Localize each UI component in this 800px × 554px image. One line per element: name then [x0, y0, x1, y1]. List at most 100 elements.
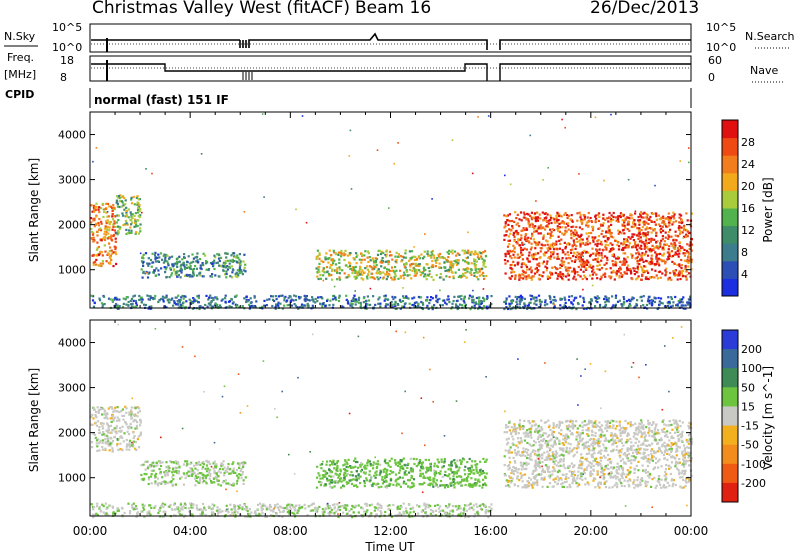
data-cell	[684, 267, 687, 270]
data-cell	[124, 219, 128, 222]
data-cell	[111, 209, 114, 213]
data-cell	[585, 250, 588, 253]
data-cell	[547, 419, 550, 422]
data-cell	[586, 237, 589, 240]
data-cell	[670, 217, 673, 220]
data-cell	[92, 417, 95, 420]
data-cell	[353, 484, 356, 487]
data-cell	[503, 464, 506, 467]
data-cell	[199, 305, 202, 308]
data-cell	[238, 265, 242, 268]
data-cell	[331, 260, 334, 263]
data-cell	[450, 250, 453, 254]
data-cell	[427, 266, 430, 270]
data-cell	[105, 429, 108, 432]
data-cell	[118, 418, 121, 421]
data-cell	[385, 486, 388, 489]
data-cell	[482, 305, 486, 308]
data-cell	[195, 260, 198, 263]
data-cell	[599, 223, 603, 226]
data-cell	[622, 248, 625, 252]
data-cell	[473, 258, 476, 261]
data-cell	[321, 305, 324, 308]
data-cell	[687, 259, 690, 262]
data-cell	[683, 259, 686, 262]
data-cell	[332, 303, 335, 306]
data-cell	[453, 459, 456, 462]
data-cell	[457, 268, 460, 271]
data-cell	[394, 296, 397, 299]
data-cell	[675, 444, 678, 447]
data-cell	[146, 465, 150, 468]
data-cell	[111, 215, 114, 218]
data-cell	[555, 215, 558, 218]
data-cell	[239, 469, 242, 472]
data-cell	[455, 260, 458, 263]
data-cell	[331, 486, 334, 489]
data-cell	[636, 433, 639, 436]
data-cell	[215, 297, 218, 300]
data-cell	[556, 267, 559, 271]
data-cell	[532, 296, 535, 299]
noise-cell	[542, 179, 544, 181]
data-cell	[230, 484, 234, 487]
data-cell	[631, 233, 634, 236]
data-cell	[149, 258, 153, 262]
data-cell	[622, 252, 625, 255]
data-cell	[657, 296, 660, 300]
data-cell	[589, 263, 592, 266]
data-cell	[206, 473, 209, 477]
noise-cell	[451, 139, 454, 141]
data-cell	[108, 205, 111, 208]
data-cell	[153, 269, 156, 272]
data-cell	[612, 215, 615, 219]
data-cell	[295, 306, 299, 309]
data-cell	[642, 216, 645, 219]
data-cell	[357, 301, 360, 304]
data-cell	[397, 277, 400, 280]
data-cell	[664, 262, 667, 265]
data-cell	[621, 224, 624, 227]
data-cell	[154, 480, 157, 483]
data-cell	[130, 198, 133, 201]
data-cell	[105, 222, 108, 225]
data-cell	[383, 460, 386, 463]
data-cell	[618, 267, 621, 271]
data-cell	[547, 249, 550, 252]
data-cell	[189, 470, 192, 473]
data-cell	[124, 199, 127, 202]
data-cell	[481, 267, 484, 270]
data-cell	[540, 247, 543, 250]
data-cell	[594, 214, 597, 217]
data-cell	[428, 270, 431, 273]
data-cell	[219, 471, 222, 474]
data-cell	[678, 213, 681, 216]
data-cell	[179, 305, 182, 308]
data-cell	[318, 257, 321, 260]
station-title: Christmas Valley West (fitACF)	[92, 0, 351, 18]
data-cell	[180, 271, 183, 274]
data-cell	[382, 468, 385, 471]
data-cell	[566, 243, 569, 246]
data-cell	[412, 484, 415, 488]
data-cell	[221, 468, 225, 471]
data-cell	[561, 257, 564, 260]
data-cell	[518, 274, 522, 277]
data-cell	[653, 276, 656, 279]
data-cell	[266, 298, 269, 301]
data-cell	[322, 270, 325, 273]
data-cell	[465, 476, 468, 480]
data-cell	[408, 259, 411, 262]
data-cell	[354, 303, 357, 306]
data-cell	[514, 211, 517, 214]
data-cell	[357, 270, 361, 273]
data-cell	[180, 268, 183, 271]
data-cell	[338, 294, 341, 297]
data-cell	[449, 261, 452, 264]
data-cell	[102, 422, 105, 425]
data-cell	[142, 253, 145, 256]
noise-cell	[348, 155, 351, 157]
data-cell	[342, 252, 345, 255]
